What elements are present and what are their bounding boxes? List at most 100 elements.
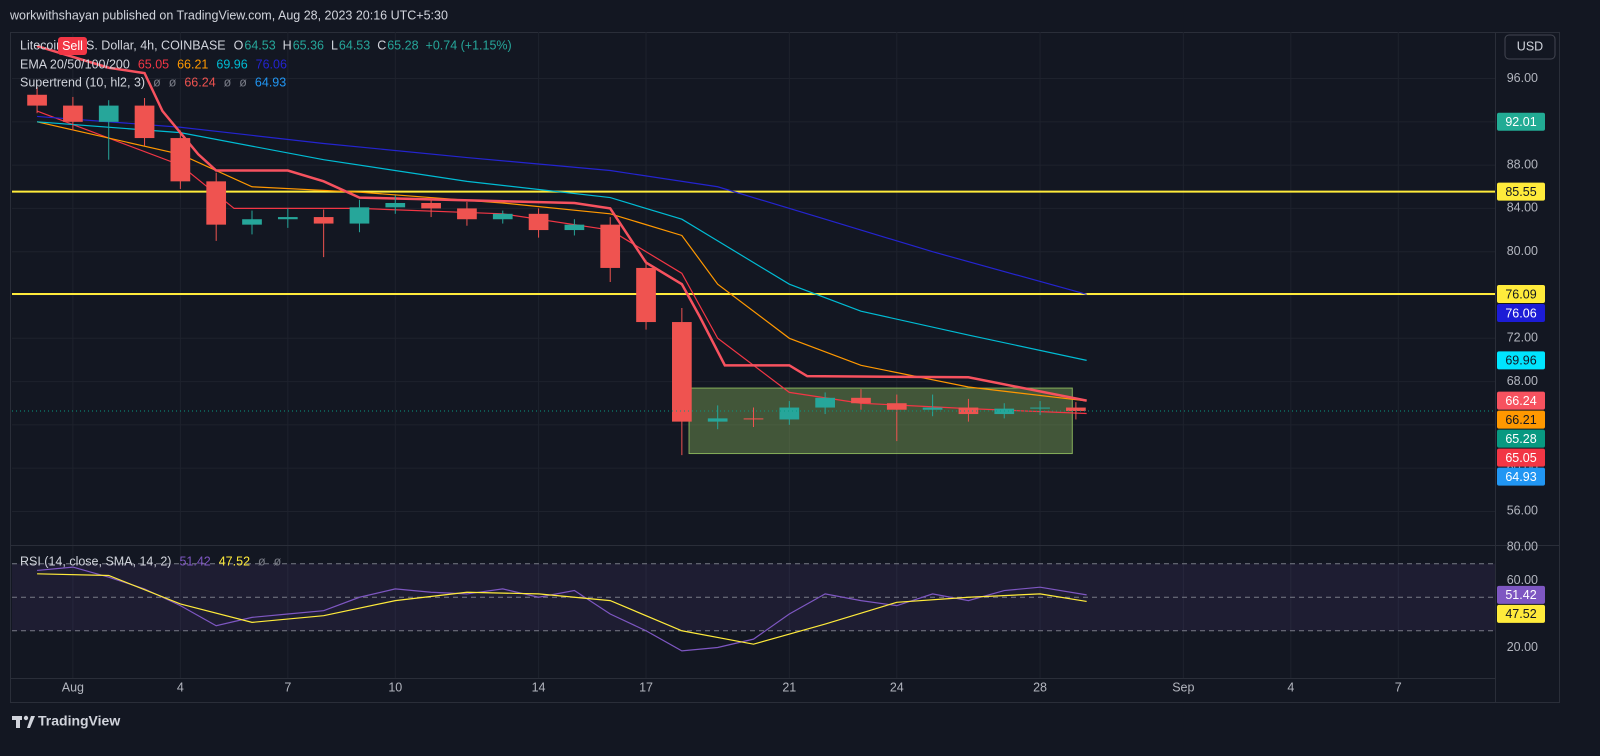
symbol-title: Litecoin / U.S. Dollar, 4h, COINBASE [20,38,226,52]
legend-text: 64.93 [255,75,286,89]
candle-body [385,203,406,208]
price-label: 51.42 [1505,588,1536,602]
price-label-box [1497,410,1545,429]
candle-body [206,181,227,225]
candle-body [277,217,298,220]
price-label-box [1497,448,1545,467]
candle-body [349,207,370,224]
price-label-box [1497,467,1545,486]
currency-button[interactable] [1504,34,1556,60]
candle-body [851,397,871,404]
legend-text: L [331,38,338,52]
currency-label[interactable]: USD [1517,39,1543,53]
legend-text: ø [274,554,282,568]
price-label: 92.01 [1505,115,1536,129]
candle-body [600,224,621,268]
y-tick-label: 80.00 [1507,539,1538,553]
ema-line [37,121,1087,361]
candle-body [27,94,47,106]
legend-text: +0.74 (+1.15%) [426,38,512,52]
legend-text: ø [169,75,177,89]
x-tick-label: 4 [177,680,184,694]
indicator-title: RSI (14, close, SMA, 14, 2) [20,554,171,568]
x-tick-label: Aug [62,680,84,694]
y-tick-label: 56.00 [1507,504,1538,518]
plot-layer: Aug47101417212428Sep4756.0060.0064.0068.… [12,32,1538,694]
price-label-box [1497,112,1545,131]
legend-text: 65.05 [138,57,169,71]
footer-logo [12,715,35,728]
legend-text: 66.24 [184,75,215,89]
indicator-title: Supertrend (10, hl2, 3) [20,75,145,89]
legend-text: ø [258,554,266,568]
price-label: 65.28 [1505,432,1536,446]
price-label: 47.52 [1505,607,1536,621]
rsi-line [37,566,1087,652]
x-tick-label: 14 [532,680,546,694]
price-label: 76.06 [1505,306,1536,320]
indicator-title: EMA 20/50/100/200 [20,57,130,71]
legend-text: 66.21 [177,57,208,71]
candle-body [528,213,549,231]
price-label: 76.09 [1505,287,1536,301]
footer-brand: TradingView [38,713,120,729]
legend-text: C [377,38,386,52]
candle-body [672,322,692,422]
y-tick-label: 84.00 [1507,201,1538,215]
price-label: 65.05 [1505,451,1536,465]
price-label: 85.55 [1505,185,1536,199]
candle-body [743,418,764,420]
y-tick-label: 72.00 [1507,331,1538,345]
candle-body [779,407,800,420]
candle-body [886,403,907,410]
ema-line [36,110,1087,415]
rsi-line [37,573,1087,645]
sell-button[interactable] [58,37,87,55]
x-tick-label: 17 [639,680,653,694]
candle-body [1030,407,1050,409]
candle-body [492,213,513,220]
supertrend-line [36,44,1087,402]
legend-text: 65.28 [387,38,418,52]
x-tick-label: 10 [388,680,402,694]
sell-label[interactable]: Sell [62,39,83,53]
price-label: 69.96 [1505,354,1536,368]
candle-body [421,203,441,209]
price-label: 66.21 [1505,413,1536,427]
price-label-box [1497,304,1545,323]
candle-body [564,224,585,231]
price-label: 64.93 [1505,470,1536,484]
candle-body [98,105,119,122]
candle-body [636,267,656,323]
x-tick-label: 7 [1395,680,1402,694]
candle-body [134,105,155,139]
legend-text: 47.52 [219,554,250,568]
candle-body [707,418,728,422]
price-label-box [1497,391,1545,410]
price-label-box [1497,429,1545,448]
x-tick-label: Sep [1172,680,1194,694]
ema-line [37,115,1087,295]
candle-body [242,219,262,225]
price-label-box [1497,285,1545,304]
legend-text: 51.42 [179,554,210,568]
price-label-box [1497,351,1545,370]
y-tick-label: 60.00 [1507,573,1538,587]
price-label-box [1497,182,1545,201]
legend-text: 65.36 [293,38,324,52]
ema-line [36,121,1087,402]
price-label: 66.24 [1505,394,1536,408]
x-tick-label: 4 [1287,680,1294,694]
y-tick-label: 96.00 [1507,71,1538,85]
candle-body [922,407,943,410]
candle-body [457,208,477,220]
candle-body [815,397,835,408]
y-tick-label: 80.00 [1507,244,1538,258]
legend-text: 76.06 [256,57,287,71]
legend-text: 64.53 [244,38,275,52]
candle-body [1066,407,1086,412]
x-tick-label: 28 [1033,680,1047,694]
x-tick-label: 21 [782,680,796,694]
